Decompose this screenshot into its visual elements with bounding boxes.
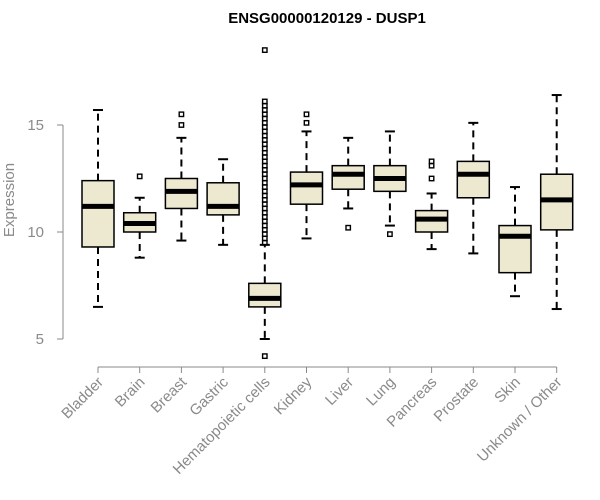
iqr-box: [456, 160, 491, 199]
outlier-point: [428, 175, 435, 182]
box-breast: [164, 111, 199, 242]
box-hematopoietic-cells: [248, 47, 282, 360]
x-tick-label: Prostate: [431, 374, 483, 426]
outlier-point: [178, 111, 185, 118]
outlier-point: [303, 119, 310, 126]
y-axis-label: Expression: [1, 163, 18, 237]
box-brain: [122, 173, 157, 259]
outlier-point: [261, 47, 268, 54]
iqr-box: [81, 179, 115, 248]
x-tick-label: Skin: [491, 374, 524, 407]
box-pancreas: [414, 158, 449, 251]
box-skin: [498, 186, 532, 298]
outlier-point: [345, 224, 352, 231]
iqr-box: [289, 171, 324, 205]
outlier-point: [136, 173, 143, 180]
box-unknown-other: [539, 94, 574, 311]
box-prostate: [456, 121, 491, 255]
y-tick-label: 10: [27, 224, 44, 241]
x-tick-label: Bladder: [58, 374, 107, 423]
y-tick-label: 15: [27, 117, 44, 134]
box-lung: [373, 130, 407, 238]
box-gastric: [206, 158, 240, 246]
outlier-point: [178, 122, 185, 128]
iqr-box: [206, 182, 240, 216]
iqr-box: [248, 282, 282, 308]
iqr-box: [498, 224, 532, 274]
iqr-box: [331, 164, 365, 190]
x-tick-label: Kidney: [271, 373, 316, 418]
x-tick-label: Liver: [322, 374, 357, 409]
x-tick-label: Lung: [363, 374, 399, 410]
box-kidney: [289, 111, 324, 240]
x-tick-label: Brain: [112, 374, 149, 411]
y-tick-label: 5: [36, 331, 44, 348]
outlier-point: [428, 158, 435, 165]
chart-title: ENSG00000120129 - DUSP1: [228, 10, 426, 27]
outlier-point: [261, 98, 268, 105]
box-bladder: [81, 109, 115, 308]
outlier-point: [387, 231, 393, 238]
box-liver: [331, 136, 365, 231]
outlier-point: [303, 111, 310, 118]
x-tick-label: Breast: [148, 373, 191, 416]
outlier-point: [261, 353, 268, 360]
